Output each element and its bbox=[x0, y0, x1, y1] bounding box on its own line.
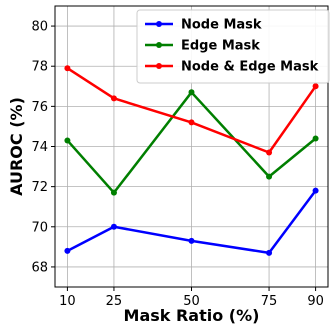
legend-label: Node Mask bbox=[181, 18, 262, 33]
data-point bbox=[312, 187, 319, 194]
legend-label: Edge Mask bbox=[181, 39, 260, 54]
data-point bbox=[110, 223, 117, 230]
legend-item: Node & Edge Mask bbox=[145, 60, 319, 75]
x-tick-label: 50 bbox=[183, 294, 200, 309]
x-axis-title: Mask Ratio (%) bbox=[124, 306, 260, 325]
legend-box bbox=[136, 9, 330, 84]
y-tick-label: 80 bbox=[31, 20, 48, 35]
data-point bbox=[266, 249, 273, 256]
data-point bbox=[266, 173, 273, 180]
series-group bbox=[64, 187, 319, 256]
data-point bbox=[64, 247, 71, 254]
data-point bbox=[110, 95, 117, 102]
data-point bbox=[188, 89, 195, 96]
legend-label: Node & Edge Mask bbox=[181, 60, 319, 75]
series-group bbox=[64, 65, 319, 156]
data-point bbox=[188, 119, 195, 126]
series-group bbox=[64, 89, 319, 196]
data-point bbox=[312, 135, 319, 142]
x-tick-label: 25 bbox=[106, 294, 123, 309]
y-tick-label: 68 bbox=[31, 260, 48, 275]
y-tick-label: 78 bbox=[31, 60, 48, 75]
x-tick-label: 10 bbox=[59, 294, 76, 309]
legend-item: Node Mask bbox=[145, 18, 262, 33]
y-tick-label: 76 bbox=[31, 100, 48, 115]
data-point bbox=[64, 137, 71, 144]
data-point bbox=[312, 83, 319, 90]
data-point bbox=[64, 65, 71, 72]
data-point bbox=[188, 237, 195, 244]
y-axis-title: AUROC (%) bbox=[7, 97, 26, 196]
legend-marker bbox=[156, 42, 162, 48]
x-tick-label: 90 bbox=[307, 294, 324, 309]
y-tick-label: 74 bbox=[31, 140, 48, 155]
legend: Node Mask Edge Mask Node & Edge Mask bbox=[136, 9, 330, 84]
legend-marker bbox=[156, 21, 162, 27]
legend-marker bbox=[156, 63, 162, 69]
data-point bbox=[266, 149, 273, 156]
data-point bbox=[110, 189, 117, 196]
axis-ticks: 10 25 50 75 90 68 70 72 74 76 78 80 bbox=[31, 20, 323, 309]
legend-item: Edge Mask bbox=[145, 39, 260, 54]
series bbox=[64, 65, 319, 256]
y-tick-label: 72 bbox=[31, 180, 48, 195]
y-tick-label: 70 bbox=[31, 220, 48, 235]
x-tick-label: 75 bbox=[261, 294, 278, 309]
